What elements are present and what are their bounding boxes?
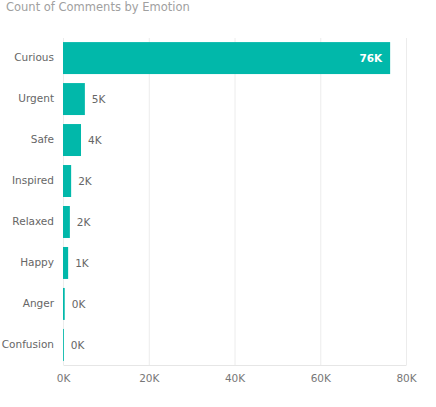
x-tick-label: 60K xyxy=(311,372,332,384)
chart-title: Count of Comments by Emotion xyxy=(6,0,190,14)
data-label: 0K xyxy=(71,339,86,351)
grid-line xyxy=(320,38,321,365)
y-tick-label: Inspired xyxy=(12,174,54,186)
data-label: 1K xyxy=(75,257,90,269)
x-tick: 20K xyxy=(139,38,160,384)
bar xyxy=(63,329,64,361)
y-tick-label: Urgent xyxy=(18,92,54,104)
bar xyxy=(63,83,85,115)
data-label: 4K xyxy=(88,134,103,146)
y-tick: Safe xyxy=(31,133,54,145)
y-tick: Curious xyxy=(14,51,54,63)
data-label: 76K xyxy=(359,52,383,64)
y-tick: Confusion xyxy=(2,338,54,350)
x-tick-label: 40K xyxy=(225,372,246,384)
y-tick-label: Confusion xyxy=(2,338,54,350)
grid-line xyxy=(406,38,407,365)
x-axis: 0K 20K 40K 60K 80K xyxy=(57,38,418,384)
chart: Count of Comments by Emotion 0K 20K 40K 60K 8… xyxy=(0,0,436,407)
data-label: 2K xyxy=(78,175,93,187)
y-tick: Inspired xyxy=(12,174,54,186)
y-tick-label: Happy xyxy=(20,256,54,268)
y-tick-label: Anger xyxy=(23,297,55,309)
x-tick-label: 80K xyxy=(396,372,417,384)
x-tick-label: 0K xyxy=(57,372,72,384)
data-label: 2K xyxy=(77,216,92,228)
bars xyxy=(63,42,390,361)
bar xyxy=(63,42,390,74)
y-tick-label: Relaxed xyxy=(12,215,54,227)
y-tick: Anger xyxy=(23,297,55,309)
x-tick: 40K xyxy=(225,38,246,384)
x-tick: 60K xyxy=(311,38,332,384)
plot: 0K 20K 40K 60K 80K Curious Urgent Safe Inspired R… xyxy=(2,38,418,384)
y-tick: Urgent xyxy=(18,92,54,104)
x-axis-line xyxy=(64,365,407,366)
x-tick: 80K xyxy=(396,38,417,384)
y-tick: Happy xyxy=(20,256,54,268)
bar xyxy=(63,165,71,197)
grid-line xyxy=(149,38,150,365)
grid-line xyxy=(235,38,236,365)
bar xyxy=(63,247,68,279)
x-tick-label: 20K xyxy=(139,372,160,384)
y-tick: Relaxed xyxy=(12,215,54,227)
data-label: 0K xyxy=(72,298,87,310)
bar xyxy=(63,206,70,238)
bar xyxy=(63,288,65,320)
data-labels: 76K 5K 4K 2K 2K 1K 0K 0K xyxy=(71,52,383,351)
y-tick-label: Curious xyxy=(14,51,54,63)
data-label: 5K xyxy=(92,93,107,105)
bar xyxy=(63,124,81,156)
y-tick-label: Safe xyxy=(31,133,54,145)
y-axis: Curious Urgent Safe Inspired Relaxed Happy Ang… xyxy=(2,51,55,350)
